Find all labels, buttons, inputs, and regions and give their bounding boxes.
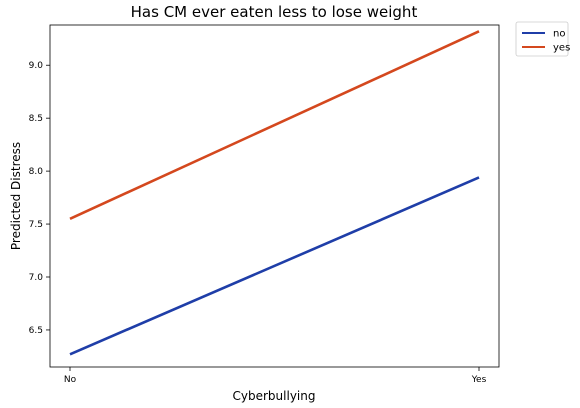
- legend: no yes: [515, 21, 570, 57]
- y-axis-label: Predicted Distress: [9, 142, 23, 250]
- legend-label-no: no: [553, 29, 565, 40]
- y-tick-label: 9.0: [29, 61, 44, 71]
- y-axis: 6.5 7.0 7.5 8.0 8.5 9.0: [29, 61, 50, 336]
- x-tick-label: No: [64, 375, 77, 385]
- series-line-yes: [69, 30, 480, 220]
- x-axis-label: Cyberbullying: [233, 389, 316, 403]
- y-tick-label: 7.5: [29, 220, 43, 230]
- chart-title: Has CM ever eaten less to lose weight: [131, 3, 418, 21]
- x-tick-label: Yes: [471, 375, 487, 385]
- series-lines: [69, 30, 480, 356]
- y-tick-label: 6.5: [29, 326, 43, 336]
- y-tick-label: 8.5: [29, 114, 43, 124]
- legend-label-yes: yes: [553, 43, 570, 54]
- series-line-no: [69, 176, 480, 356]
- y-tick-label: 7.0: [29, 273, 44, 283]
- y-tick-label: 8.0: [29, 167, 44, 177]
- plot-area: [49, 24, 500, 368]
- x-axis: No Yes: [64, 367, 487, 385]
